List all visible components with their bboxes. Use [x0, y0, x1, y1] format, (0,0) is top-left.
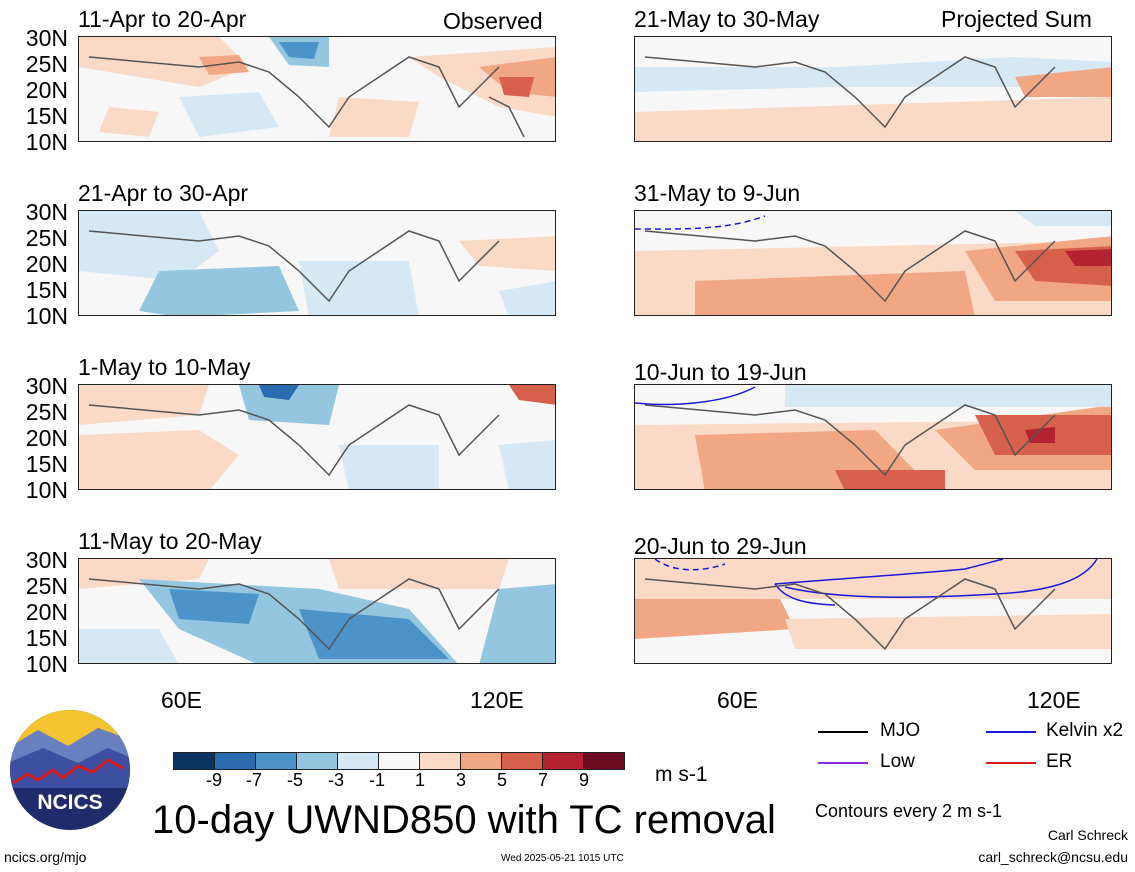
lat-label: 10N: [25, 129, 68, 155]
colorbar-swatch: [173, 752, 215, 770]
colorbar-swatch: [542, 752, 584, 770]
contour-note: Contours every 2 m s-1: [815, 801, 1003, 821]
anomaly-field: [79, 211, 555, 315]
colorbar-tick: 1: [415, 770, 426, 790]
map-panel-projected-4: [634, 558, 1112, 664]
colorbar-swatch: [419, 752, 461, 770]
colorbar-tick: 5: [497, 770, 508, 790]
lat-label: 25N: [25, 573, 68, 599]
anomaly-field: [635, 559, 1111, 663]
lat-label: 30N: [25, 25, 68, 51]
legend-line-mjo: [818, 731, 868, 733]
legend-line-kelvin: [986, 731, 1036, 733]
legend-label-low: Low: [880, 751, 915, 772]
main-title: 10-day UWND850 with TC removal: [152, 798, 776, 842]
colorbar-tick: 9: [579, 770, 590, 790]
colorbar-swatch: [583, 752, 625, 770]
colorbar-swatch: [501, 752, 543, 770]
panel-title-4: 31-May to 9-Jun: [634, 180, 801, 206]
author-email[interactable]: carl_schreck@ncsu.edu: [978, 849, 1128, 865]
anomaly-field: [79, 559, 555, 663]
panel-tag-projected: Projected Sum: [941, 6, 1092, 32]
colorbar-swatch: [460, 752, 502, 770]
timestamp: Wed 2025-05-21 1015 UTC: [501, 853, 624, 864]
lat-label: 15N: [25, 451, 68, 477]
map-panel-projected-3: [634, 384, 1112, 490]
lat-label: 20N: [25, 425, 68, 451]
panel-title-8: 20-Jun to 29-Jun: [634, 533, 807, 559]
lat-label: 25N: [25, 51, 68, 77]
lat-label: 30N: [25, 199, 68, 225]
colorbar-tick: -3: [328, 770, 345, 790]
map-panel-observed-3: [78, 384, 556, 490]
map-panel-projected-1: [634, 36, 1112, 142]
lat-label: 15N: [25, 277, 68, 303]
map-panel-observed-1: [78, 36, 556, 142]
colorbar-units: m s-1: [655, 763, 708, 786]
panel-title-7: 11-May to 20-May: [78, 528, 262, 554]
legend-line-er: [986, 762, 1036, 764]
anomaly-field: [635, 385, 1111, 489]
lat-label: 20N: [25, 599, 68, 625]
map-panel-observed-4: [78, 558, 556, 664]
legend-label-er: ER: [1046, 751, 1073, 772]
colorbar-tick: -1: [369, 770, 386, 790]
legend-line-low: [818, 762, 868, 764]
lat-label: 10N: [25, 651, 68, 677]
panel-title-1: 11-Apr to 20-Apr: [78, 6, 247, 32]
map-panel-projected-2: [634, 210, 1112, 316]
lat-label: 15N: [25, 625, 68, 651]
anomaly-field: [635, 37, 1111, 141]
panel-title-5: 1-May to 10-May: [78, 354, 251, 380]
lat-label: 20N: [25, 251, 68, 277]
lat-label: 25N: [25, 225, 68, 251]
legend-label-mjo: MJO: [880, 720, 921, 741]
panel-title-6: 10-Jun to 19-Jun: [634, 359, 807, 385]
lat-label: 15N: [25, 103, 68, 129]
site-link[interactable]: ncics.org/mjo: [4, 849, 87, 865]
colorbar-tick: 3: [456, 770, 467, 790]
lat-label: 10N: [25, 303, 68, 329]
colorbar-swatch: [255, 752, 297, 770]
colorbar-swatch: [337, 752, 379, 770]
legend-label-kelvin: Kelvin x2: [1046, 720, 1124, 741]
logo-text: NCICS: [37, 791, 103, 814]
anomaly-field: [635, 211, 1111, 315]
lon-label-60e-right: 60E: [717, 687, 758, 713]
panel-tag-observed: Observed: [443, 8, 543, 34]
lat-label: 25N: [25, 399, 68, 425]
colorbar-swatch: [378, 752, 420, 770]
lat-label: 30N: [25, 547, 68, 573]
lat-label: 30N: [25, 373, 68, 399]
colorbar-swatch: [296, 752, 338, 770]
anomaly-field: [79, 385, 555, 489]
colorbar-tick: -7: [246, 770, 263, 790]
lon-label-60e-left: 60E: [161, 687, 202, 713]
author-name: Carl Schreck: [1047, 827, 1128, 843]
colorbar-tick: 7: [538, 770, 549, 790]
lon-label-120e-right: 120E: [1027, 687, 1081, 713]
lat-label: 10N: [25, 477, 68, 503]
lat-label: 20N: [25, 77, 68, 103]
panel-title-3: 21-Apr to 30-Apr: [78, 180, 249, 206]
panel-title-2: 21-May to 30-May: [634, 6, 820, 32]
colorbar-tick: -9: [206, 770, 223, 790]
anomaly-field: [79, 37, 555, 141]
ncics-logo: NCICS: [8, 708, 132, 832]
colorbar-tick: -5: [287, 770, 304, 790]
colorbar-swatch: [214, 752, 256, 770]
map-panel-observed-2: [78, 210, 556, 316]
lon-label-120e-left: 120E: [470, 687, 524, 713]
